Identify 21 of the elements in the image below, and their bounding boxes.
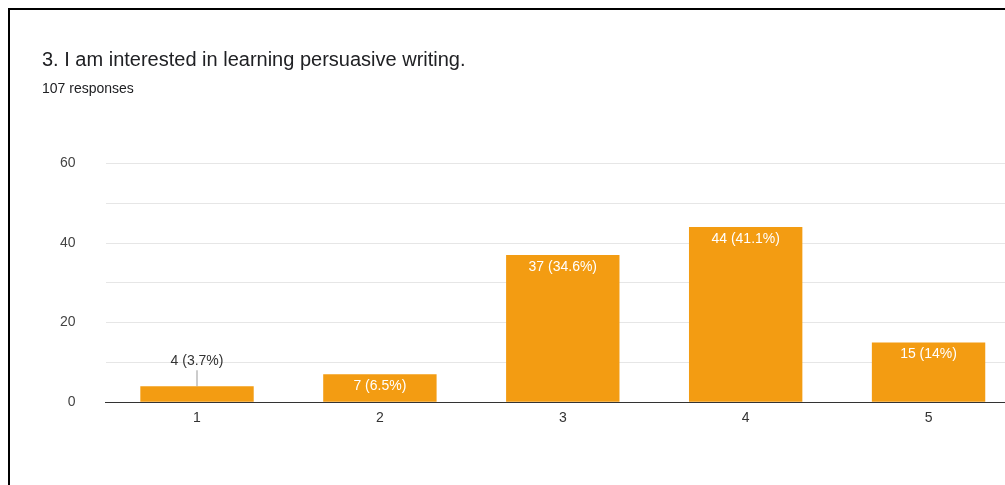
x-tick-label: 3: [558, 409, 567, 426]
x-tick-label: 2: [376, 409, 384, 426]
data-label: 4 (3.7%): [170, 352, 224, 369]
data-label: 37 (34.6%): [528, 257, 598, 274]
x-tick-label: 1: [193, 409, 202, 426]
y-tick-label: 60: [59, 154, 76, 171]
data-label: 7 (6.5%): [353, 377, 407, 394]
bar: [140, 386, 254, 402]
bar: [871, 342, 986, 402]
y-tick-label: 40: [59, 233, 76, 250]
data-label: 15 (14%): [900, 345, 957, 362]
chart-title: 3. I am interested in learning persuasive writing.: [42, 48, 466, 71]
data-label: 44 (41.1%): [711, 229, 780, 246]
chart-subtitle: 107 responses: [42, 80, 134, 96]
y-tick-label: 20: [59, 313, 76, 330]
bar: [323, 374, 437, 402]
x-tick-label: 4: [741, 409, 750, 426]
y-tick-label: 0: [67, 393, 76, 410]
bar: [688, 227, 803, 402]
bar: [506, 254, 620, 402]
x-tick-label: 5: [924, 409, 933, 426]
